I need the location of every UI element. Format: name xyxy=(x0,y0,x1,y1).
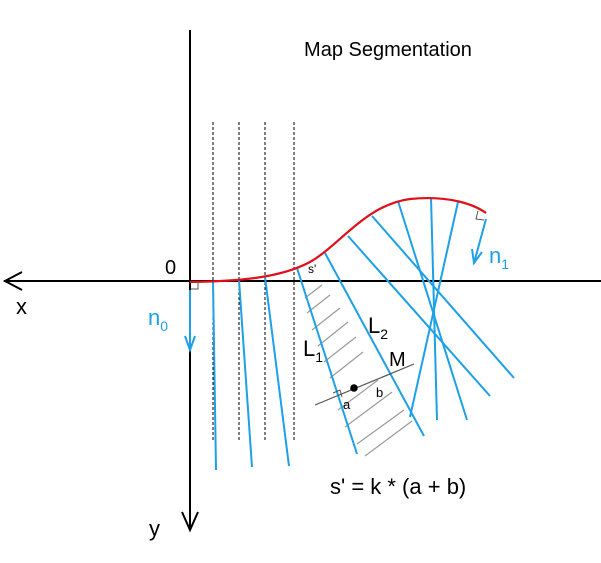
diagram-title: Map Segmentation xyxy=(304,39,472,61)
measure-line-M xyxy=(314,363,415,406)
normal-line xyxy=(264,276,290,467)
normal-line xyxy=(409,201,459,418)
normal-line xyxy=(371,215,515,379)
s-prime-label: s' xyxy=(308,262,316,276)
hatched-segment xyxy=(304,284,413,457)
right-angle-markers xyxy=(191,210,485,398)
normal-line-L1 xyxy=(296,267,358,455)
hatch-line xyxy=(323,336,357,363)
dashed-guides xyxy=(212,122,295,440)
L2-label: L2 xyxy=(368,313,388,342)
hatch-line xyxy=(364,420,413,457)
normal-line xyxy=(347,235,491,397)
normal-line xyxy=(397,200,468,421)
x-axis-label: x xyxy=(16,294,27,319)
formula: s' = k * (a + b) xyxy=(330,474,466,499)
hatch-line xyxy=(344,391,393,428)
normal-lines xyxy=(212,196,515,471)
normal-line-L2 xyxy=(324,252,425,437)
n0-label: n0 xyxy=(148,305,168,334)
road-curve xyxy=(189,197,487,284)
hatch-line xyxy=(337,379,379,411)
a-label: a xyxy=(343,397,351,412)
y-axis-label: y xyxy=(149,516,160,541)
normal-line xyxy=(238,279,253,468)
x-axis-arrow xyxy=(2,271,23,291)
M-label: M xyxy=(389,349,406,371)
n1-label: n1 xyxy=(489,243,509,272)
hatch-line xyxy=(304,284,323,299)
normal-vector-n1 xyxy=(471,218,487,266)
normal-vector-n0 xyxy=(184,290,196,353)
L1-label: L1 xyxy=(303,336,323,365)
midpoint-dot xyxy=(350,384,358,392)
axes xyxy=(2,30,601,533)
b-label: b xyxy=(376,385,383,400)
right-angle-marker-origin xyxy=(191,282,199,290)
y-axis-arrow xyxy=(181,511,199,533)
normal-line xyxy=(212,280,217,471)
hatch-line xyxy=(317,321,349,347)
hatch-line xyxy=(329,351,364,379)
origin-label: 0 xyxy=(165,257,176,279)
hatch-line xyxy=(356,409,405,445)
right-angle-marker-end xyxy=(475,210,485,221)
